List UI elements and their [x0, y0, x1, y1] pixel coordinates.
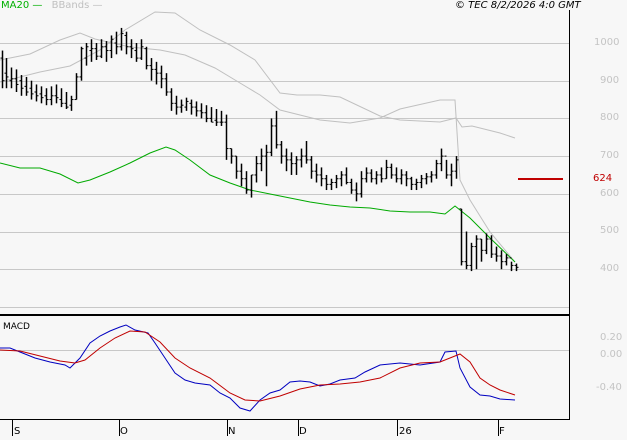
y-tick-400: 400 [600, 263, 620, 274]
x-label-nov: N [228, 426, 236, 437]
ma20-polyline [0, 146, 516, 263]
ma20-line [0, 146, 516, 263]
x-axis-ticks [12, 419, 499, 436]
bband-line [0, 32, 516, 263]
legend-bbands: BBands — [52, 0, 103, 11]
macd-tick-0.00: 0.00 [600, 349, 623, 360]
macd-line [0, 324, 516, 412]
y-tick-500: 500 [600, 225, 620, 236]
y-tick-800: 800 [600, 112, 620, 123]
legend-bbands-swatch: — [92, 0, 103, 11]
y-tick-1000: 1000 [594, 37, 620, 48]
ohlc-bars [0, 27, 519, 272]
bollinger-bands [0, 11, 516, 263]
macd-panel-label: MACD [3, 322, 30, 332]
copyright-timestamp: © TEC 8/2/2026 4:0 GMT [455, 0, 581, 11]
signal-line [0, 330, 516, 402]
y-tick-700: 700 [600, 150, 620, 161]
legend: MA20 — BBands — [1, 0, 103, 11]
last-price-label: 624 [593, 173, 613, 184]
bband-line [0, 11, 516, 139]
y-tick-600: 600 [600, 188, 620, 199]
x-label-sep: S [14, 426, 21, 437]
legend-bbands-label: BBands [51, 0, 90, 11]
legend-ma20-swatch: — [32, 0, 43, 11]
x-label-feb: F [499, 426, 505, 437]
y-tick-900: 900 [600, 75, 620, 86]
x-label-oct: O [120, 426, 128, 437]
macd-tick-0.20: 0.20 [600, 332, 623, 343]
price-gridlines [0, 43, 569, 308]
legend-ma20-label: MA20 [1, 0, 30, 11]
x-label-2026: 26 [399, 426, 412, 437]
macd-lines [0, 324, 516, 412]
x-label-dec: D [299, 426, 307, 437]
legend-ma20: MA20 — [1, 0, 42, 11]
macd-tick-neg0.40: -0.40 [596, 382, 622, 393]
